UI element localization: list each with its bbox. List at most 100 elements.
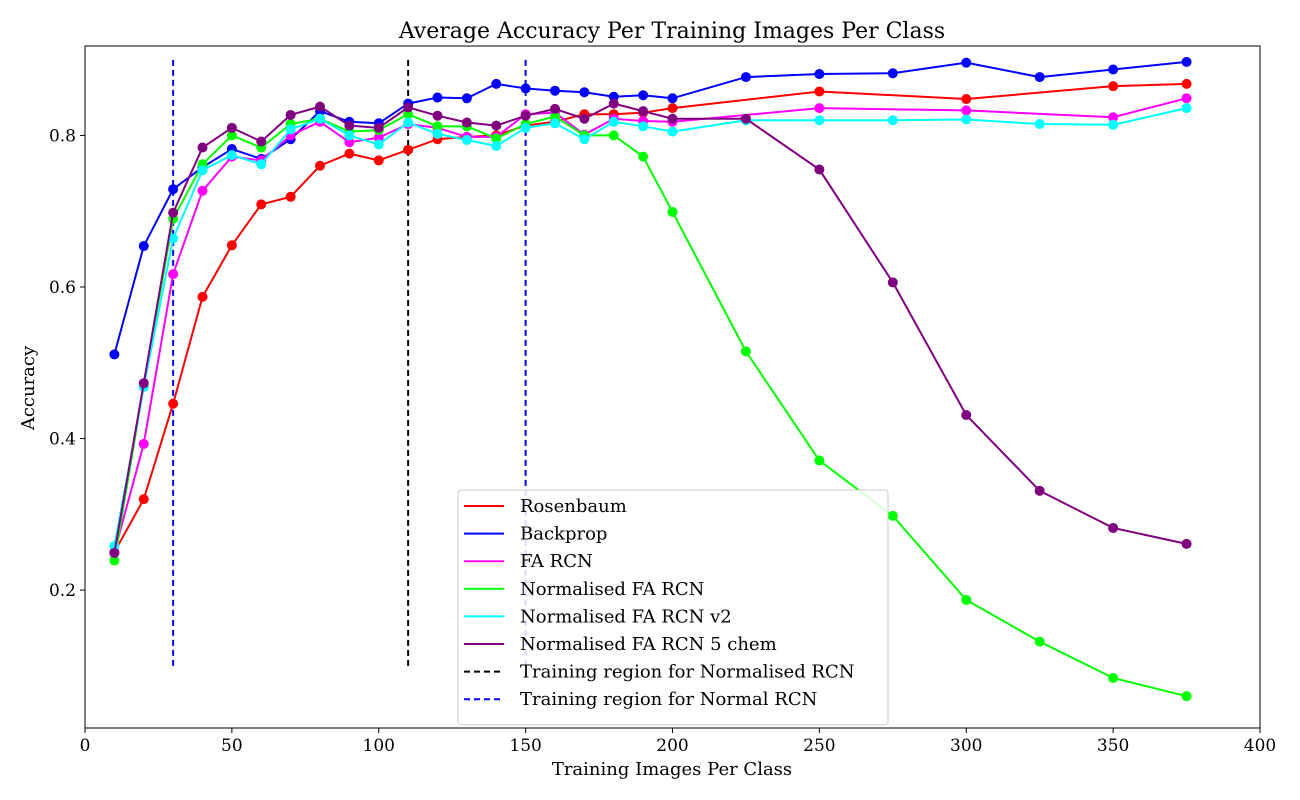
data-point bbox=[109, 547, 120, 558]
data-point bbox=[256, 159, 267, 170]
data-point bbox=[168, 398, 179, 409]
series-layer bbox=[109, 56, 1192, 702]
data-point bbox=[814, 115, 825, 126]
data-point bbox=[1181, 538, 1192, 549]
x-tick-label: 50 bbox=[221, 736, 243, 756]
y-tick-label: 0.6 bbox=[49, 278, 76, 298]
data-point bbox=[344, 120, 355, 131]
legend-box bbox=[457, 489, 889, 726]
data-point bbox=[344, 148, 355, 159]
data-point bbox=[667, 93, 678, 104]
data-point bbox=[1181, 93, 1192, 104]
data-point bbox=[814, 69, 825, 80]
data-point bbox=[138, 438, 149, 449]
chart-title: Average Accuracy Per Training Images Per… bbox=[398, 19, 945, 44]
data-point bbox=[373, 122, 384, 133]
x-tick-label: 0 bbox=[80, 736, 91, 756]
data-point bbox=[887, 277, 898, 288]
data-point bbox=[315, 113, 325, 124]
data-point bbox=[285, 191, 296, 202]
data-point bbox=[168, 269, 179, 280]
data-point bbox=[461, 134, 472, 145]
series-group bbox=[109, 93, 1192, 558]
data-point bbox=[740, 113, 751, 124]
legend-label: Backprop bbox=[520, 524, 607, 545]
data-point bbox=[887, 115, 898, 126]
data-point bbox=[315, 160, 325, 171]
series-line bbox=[113, 97, 1187, 553]
data-point bbox=[285, 109, 296, 120]
data-point bbox=[638, 90, 649, 101]
data-point bbox=[579, 87, 590, 98]
data-point bbox=[432, 121, 443, 132]
legend-label: Training region for Normal RCN bbox=[520, 689, 817, 710]
series-group bbox=[109, 103, 1192, 552]
data-point bbox=[1108, 112, 1119, 123]
data-point bbox=[109, 555, 120, 566]
data-point bbox=[256, 199, 267, 210]
data-point bbox=[432, 92, 443, 103]
data-point bbox=[814, 103, 825, 114]
data-point bbox=[403, 144, 414, 155]
data-point bbox=[1181, 56, 1192, 67]
data-point bbox=[344, 130, 355, 141]
data-point bbox=[961, 94, 972, 105]
legend-label: Training region for Normalised RCN bbox=[520, 662, 855, 683]
data-point bbox=[961, 105, 972, 116]
data-point bbox=[226, 122, 237, 133]
data-point bbox=[550, 118, 560, 129]
data-point bbox=[814, 455, 825, 466]
data-point bbox=[491, 133, 502, 144]
data-point bbox=[226, 240, 237, 251]
data-point bbox=[961, 114, 972, 125]
data-point bbox=[226, 150, 237, 161]
data-point bbox=[285, 124, 296, 135]
data-point bbox=[373, 139, 384, 150]
data-point bbox=[667, 126, 678, 137]
data-point bbox=[961, 410, 972, 421]
data-point bbox=[579, 113, 590, 124]
data-point bbox=[432, 128, 443, 139]
data-point bbox=[168, 184, 179, 195]
data-point bbox=[608, 116, 619, 127]
data-point bbox=[740, 72, 751, 83]
data-point bbox=[138, 378, 149, 389]
data-point bbox=[638, 121, 649, 132]
series-line bbox=[113, 60, 1187, 355]
x-tick-label: 400 bbox=[1244, 736, 1276, 756]
data-point bbox=[491, 141, 502, 152]
series-line bbox=[113, 82, 1187, 553]
data-point bbox=[1181, 103, 1192, 114]
data-point bbox=[520, 110, 531, 121]
data-point bbox=[315, 101, 325, 112]
data-point bbox=[256, 136, 267, 147]
data-point bbox=[197, 142, 208, 153]
data-point bbox=[887, 510, 898, 521]
data-point bbox=[520, 122, 531, 133]
data-point bbox=[1108, 81, 1119, 92]
data-point bbox=[961, 594, 972, 605]
legend-label: Normalised FA RCN bbox=[520, 579, 704, 600]
data-point bbox=[226, 130, 237, 141]
legend-label: Rosenbaum bbox=[520, 496, 627, 517]
x-tick-label: 350 bbox=[1097, 736, 1129, 756]
data-point bbox=[638, 106, 649, 117]
data-point bbox=[740, 346, 751, 357]
data-point bbox=[550, 103, 560, 114]
data-point bbox=[667, 103, 678, 114]
data-point bbox=[138, 241, 149, 252]
data-point bbox=[109, 349, 120, 360]
x-tick-label: 300 bbox=[950, 736, 982, 756]
data-point bbox=[579, 134, 590, 145]
y-axis-label: Accuracy bbox=[18, 345, 39, 431]
legend-label: Normalised FA RCN v2 bbox=[520, 606, 732, 627]
data-point bbox=[608, 130, 619, 141]
data-point bbox=[197, 165, 208, 176]
data-point bbox=[1108, 522, 1119, 533]
data-point bbox=[403, 102, 414, 113]
data-point bbox=[403, 117, 414, 128]
data-point bbox=[197, 291, 208, 302]
series-group bbox=[109, 56, 1192, 360]
data-point bbox=[961, 57, 972, 68]
